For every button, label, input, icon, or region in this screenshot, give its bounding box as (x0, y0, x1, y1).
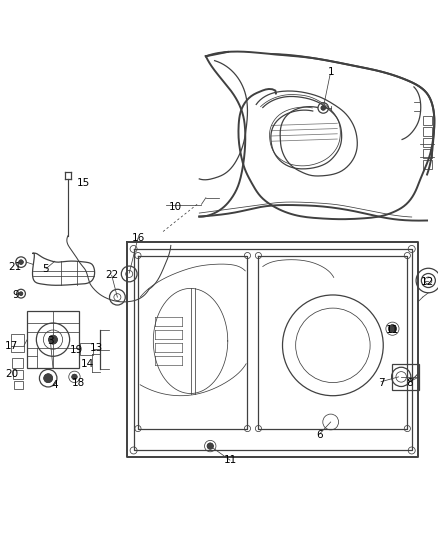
Text: 9: 9 (12, 290, 19, 300)
Bar (12, 359, 23, 368)
Bar (423, 116, 432, 125)
Text: 12: 12 (420, 277, 434, 287)
Circle shape (19, 260, 23, 264)
Bar (423, 127, 432, 136)
Circle shape (389, 325, 396, 333)
Bar (13, 370, 23, 379)
Text: 17: 17 (4, 341, 18, 351)
Circle shape (321, 106, 325, 110)
Bar (27, 311, 79, 368)
Text: 21: 21 (9, 262, 22, 271)
Circle shape (207, 443, 213, 449)
Circle shape (49, 335, 57, 344)
Text: 6: 6 (316, 430, 323, 440)
Circle shape (19, 292, 23, 295)
Text: 16: 16 (131, 233, 145, 243)
Text: 13: 13 (90, 343, 103, 352)
Bar (80, 343, 93, 355)
Text: 18: 18 (72, 377, 85, 387)
Circle shape (389, 325, 396, 333)
Text: 1: 1 (327, 67, 334, 77)
Text: 10: 10 (169, 203, 182, 212)
Bar (423, 149, 432, 158)
Bar (392, 364, 419, 390)
Text: 15: 15 (77, 178, 90, 188)
Circle shape (72, 374, 77, 379)
Text: 22: 22 (105, 270, 118, 280)
Circle shape (19, 260, 23, 264)
Circle shape (44, 374, 53, 383)
Text: 7: 7 (378, 377, 385, 387)
Circle shape (207, 443, 213, 449)
Circle shape (44, 374, 53, 383)
Text: 8: 8 (406, 377, 413, 387)
Text: 4: 4 (51, 379, 58, 390)
Text: 20: 20 (6, 369, 19, 379)
Circle shape (19, 292, 23, 295)
Text: 3: 3 (47, 336, 54, 346)
Bar (14, 381, 23, 389)
Text: 5: 5 (42, 264, 49, 273)
Circle shape (72, 374, 77, 379)
Text: 14: 14 (81, 359, 94, 369)
Bar (423, 160, 432, 169)
Bar (423, 138, 432, 147)
Bar (11, 334, 24, 352)
Circle shape (321, 106, 325, 110)
Text: 19: 19 (70, 345, 83, 355)
Circle shape (49, 335, 57, 344)
Text: 11: 11 (223, 455, 237, 465)
Text: 11: 11 (385, 325, 399, 335)
